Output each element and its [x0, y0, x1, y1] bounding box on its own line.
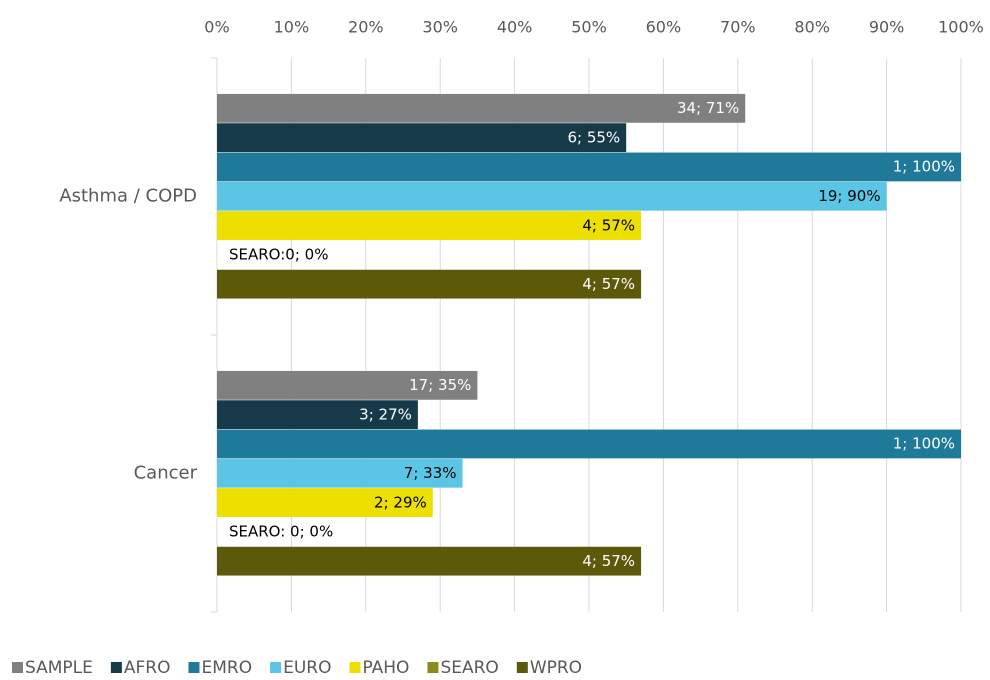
x-tick-label: 10% — [274, 18, 310, 37]
x-tick-label: 80% — [794, 18, 830, 37]
value-label: 19; 90% — [818, 187, 880, 205]
x-tick-label: 60% — [646, 18, 682, 37]
x-tick-label: 70% — [720, 18, 756, 37]
x-tick-label: 40% — [497, 18, 533, 37]
x-tick-label: 90% — [869, 18, 905, 37]
x-tick-label: 30% — [422, 18, 458, 37]
legend-swatch — [427, 662, 439, 673]
value-label: 34; 71% — [677, 99, 739, 117]
value-label: 4; 57% — [582, 275, 635, 293]
value-label: SEARO: 0; 0% — [229, 523, 333, 541]
legend-swatch — [270, 662, 282, 673]
legend-swatch — [349, 662, 361, 673]
bar — [217, 458, 463, 488]
value-label: 4; 57% — [582, 552, 635, 570]
x-tick-label: 0% — [204, 18, 229, 37]
value-label: 3; 27% — [359, 405, 412, 423]
value-label: 4; 57% — [582, 216, 635, 234]
legend-swatch — [110, 662, 122, 673]
value-label: SEARO:0; 0% — [229, 246, 328, 264]
value-label: 1; 100% — [893, 435, 955, 453]
legend-swatch — [516, 662, 528, 673]
bar — [217, 152, 961, 182]
bar — [217, 211, 642, 240]
category-label: Asthma / COPD — [59, 186, 197, 207]
bar — [217, 400, 418, 430]
bar — [217, 181, 887, 211]
bar — [217, 488, 433, 517]
value-label: 1; 100% — [893, 158, 955, 176]
category-label: Cancer — [134, 463, 198, 484]
legend-label: EURO — [283, 658, 331, 678]
legend-label: EMRO — [201, 658, 252, 678]
bar — [217, 429, 961, 459]
value-label: 2; 29% — [374, 493, 427, 511]
value-label: 17; 35% — [409, 376, 471, 394]
x-tick-label: 50% — [571, 18, 607, 37]
legend-label: SAMPLE — [25, 658, 93, 678]
legend-label: SEARO — [440, 658, 498, 678]
x-tick-label: 100% — [938, 18, 984, 37]
legend-label: AFRO — [124, 658, 171, 678]
bar — [217, 370, 478, 400]
bar — [217, 93, 746, 123]
legend-label: PAHO — [362, 658, 409, 678]
bar — [217, 123, 627, 153]
bar — [217, 269, 642, 299]
legend-label: WPRO — [530, 658, 582, 678]
value-label: 7; 33% — [404, 464, 457, 482]
bar — [217, 546, 642, 576]
legend-swatch — [188, 662, 200, 673]
legend-swatch — [12, 662, 23, 673]
value-label: 6; 55% — [567, 128, 620, 146]
x-tick-label: 20% — [348, 18, 384, 37]
